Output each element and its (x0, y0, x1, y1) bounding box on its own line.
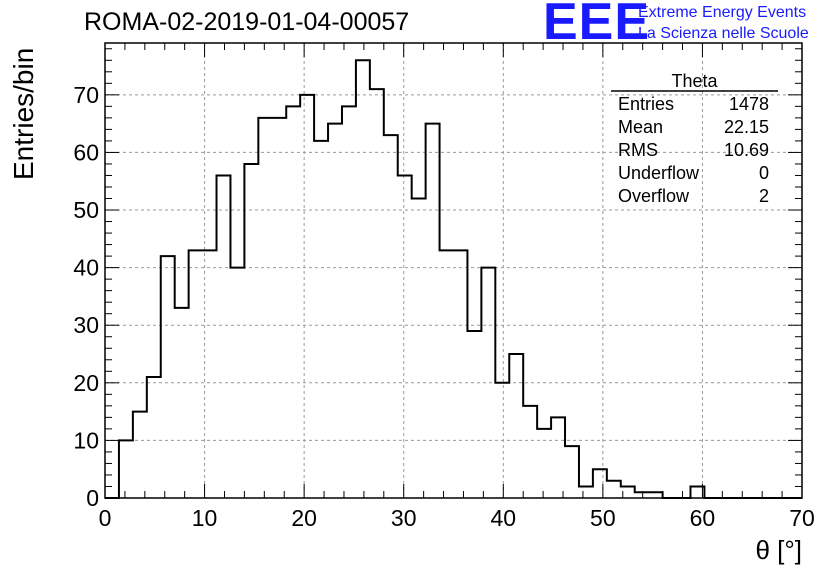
y-tick-label: 20 (73, 370, 99, 396)
y-tick-label: 0 (86, 485, 99, 511)
x-tick-label: 30 (391, 505, 417, 531)
x-tick-label: 10 (192, 505, 218, 531)
y-tick-label: 40 (73, 255, 99, 281)
histogram-line (105, 59, 802, 499)
stats-title: Theta (671, 71, 718, 91)
plot-frame (104, 42, 803, 499)
stats-row-label: Mean (618, 117, 663, 137)
x-tick-label: 40 (490, 505, 516, 531)
x-tick-label: 60 (690, 505, 716, 531)
x-axis-label: θ [°] (755, 535, 802, 565)
axis-ticks (104, 43, 803, 499)
x-tick-label: 0 (99, 505, 112, 531)
y-tick-label: 30 (73, 312, 99, 338)
stats-row-value: 22.15 (724, 117, 769, 137)
stats-row-value: 10.69 (724, 140, 769, 160)
brand-line-2: La Scienza nelle Scuole (638, 25, 809, 42)
stats-box: Theta Entries 1478 Mean 22.15 RMS 10.69 Underfl… (611, 71, 778, 206)
x-tick-label: 50 (590, 505, 616, 531)
y-tick-label: 50 (73, 197, 99, 223)
brand-line-1: Extreme Energy Events (638, 4, 807, 21)
stats-row-label: Overflow (618, 186, 690, 206)
eee-logo: EEE (543, 0, 651, 51)
x-tick-label: 70 (789, 505, 815, 531)
x-tick-label: 20 (291, 505, 317, 531)
y-tick-label: 70 (73, 82, 99, 108)
stats-row-label: RMS (618, 140, 658, 160)
chart-title: ROMA-02-2019-01-04-00057 (84, 8, 410, 36)
grid-lines (105, 43, 802, 498)
stats-row-label: Underflow (618, 163, 700, 183)
stats-row-value: 2 (759, 186, 769, 206)
y-tick-label: 10 (73, 427, 99, 453)
y-tick-label: 60 (73, 139, 99, 165)
stats-row-label: Entries (618, 94, 674, 114)
stats-row-value: 0 (759, 163, 769, 183)
stats-row-value: 1478 (729, 94, 769, 114)
